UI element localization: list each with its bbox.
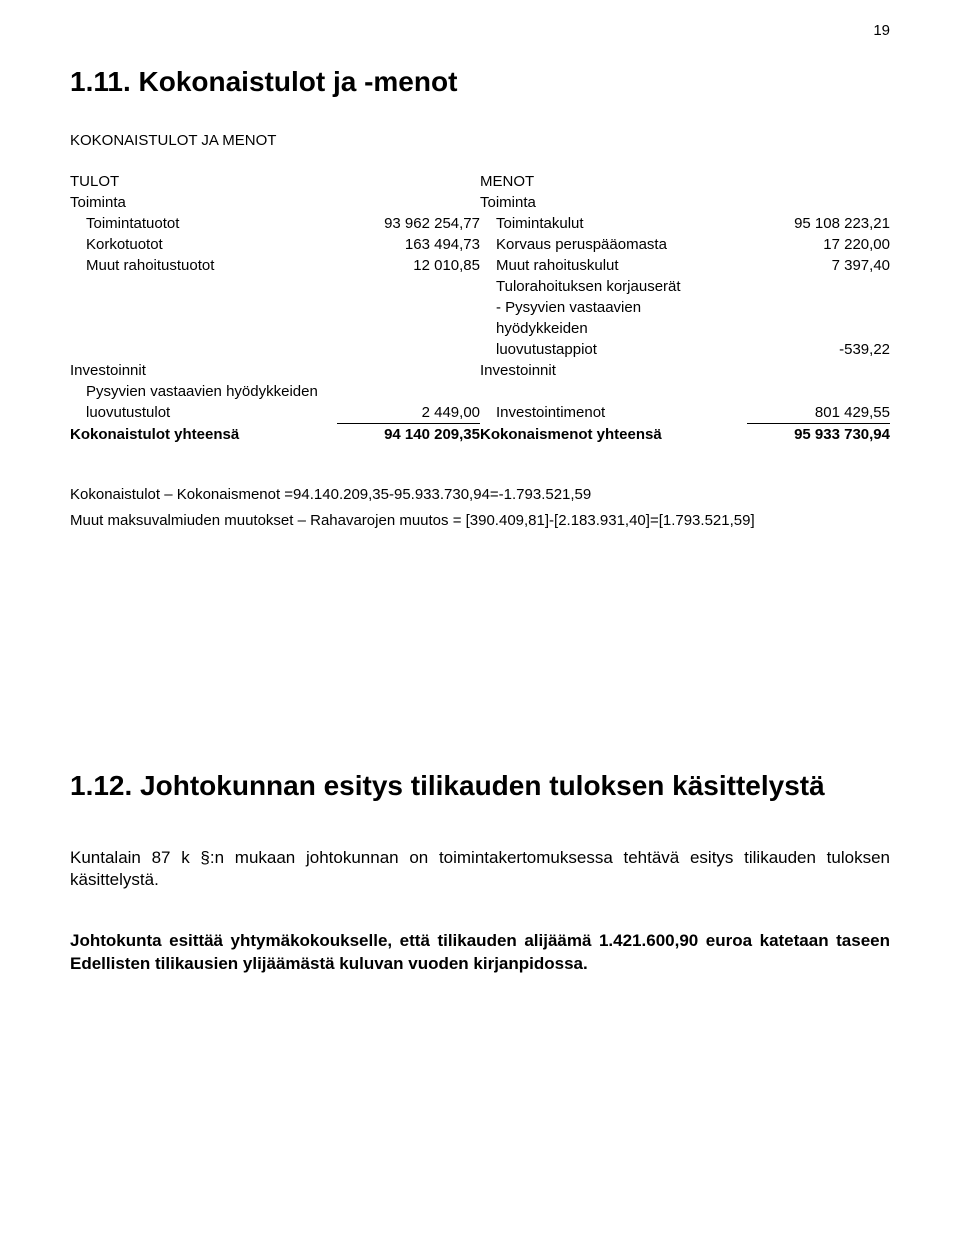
muut-rahoitustuotot-value: 12 010,85 xyxy=(337,255,481,276)
financial-table: TULOT MENOT Toiminta Toiminta Toimintatu… xyxy=(70,171,890,445)
page-number: 19 xyxy=(873,22,890,39)
pysyvien-line2: luovutustulot xyxy=(70,402,337,424)
toiminta-right: Toiminta xyxy=(480,192,747,213)
investointimenot-label: Investointimenot xyxy=(480,402,747,424)
kokonaistulot-label: Kokonaistulot yhteensä xyxy=(70,424,337,446)
muut-rahoitustuotot-label: Muut rahoitustuotot xyxy=(70,255,337,276)
page: 19 1.11. Kokonaistulot ja -menot KOKONAI… xyxy=(0,0,960,1239)
tulorah-value: -539,22 xyxy=(747,339,891,360)
section-2-title: 1.12. Johtokunnan esitys tilikauden tulo… xyxy=(70,768,890,803)
investoinnit-right: Investoinnit xyxy=(480,360,747,381)
kokonaistulot-value: 94 140 209,35 xyxy=(337,424,481,446)
tulot-head: TULOT xyxy=(70,171,337,192)
kokonaismenot-label: Kokonaismenot yhteensä xyxy=(480,424,747,446)
tulorah-line2: - Pysyvien vastaavien xyxy=(480,297,747,318)
korkotuotot-value: 163 494,73 xyxy=(337,234,481,255)
investointimenot-value: 801 429,55 xyxy=(747,402,891,424)
korvaus-value: 17 220,00 xyxy=(747,234,891,255)
pysyvien-value: 2 449,00 xyxy=(337,402,481,424)
note-line-2: Muut maksuvalmiuden muutokset – Rahavaro… xyxy=(70,511,890,531)
investoinnit-left: Investoinnit xyxy=(70,360,337,381)
section-2-para-2: Johtokunta esittää yhtymäkokoukselle, et… xyxy=(70,930,890,976)
tulorah-line4: luovutustappiot xyxy=(480,339,747,360)
toiminta-left: Toiminta xyxy=(70,192,337,213)
section-1-subhead: KOKONAISTULOT JA MENOT xyxy=(70,132,890,149)
tulorah-line1: Tulorahoituksen korjauserät xyxy=(480,276,747,297)
tulorah-line3: hyödykkeiden xyxy=(480,318,747,339)
muut-rahoituskulut-value: 7 397,40 xyxy=(747,255,891,276)
toimintatuotot-label: Toimintatuotot xyxy=(70,213,337,234)
muut-rahoituskulut-label: Muut rahoituskulut xyxy=(480,255,747,276)
menot-head: MENOT xyxy=(480,171,747,192)
note-line-1: Kokonaistulot – Kokonaismenot =94.140.20… xyxy=(70,485,890,505)
toimintakulut-value: 95 108 223,21 xyxy=(747,213,891,234)
pysyvien-line1: Pysyvien vastaavien hyödykkeiden xyxy=(70,381,337,402)
toimintakulut-label: Toimintakulut xyxy=(480,213,747,234)
kokonaismenot-value: 95 933 730,94 xyxy=(747,424,891,446)
section-2-para-1: Kuntalain 87 k §:n mukaan johtokunnan on… xyxy=(70,847,890,893)
section-1-title: 1.11. Kokonaistulot ja -menot xyxy=(70,66,890,98)
toimintatuotot-value: 93 962 254,77 xyxy=(337,213,481,234)
korkotuotot-label: Korkotuotot xyxy=(70,234,337,255)
korvaus-label: Korvaus peruspääomasta xyxy=(480,234,747,255)
